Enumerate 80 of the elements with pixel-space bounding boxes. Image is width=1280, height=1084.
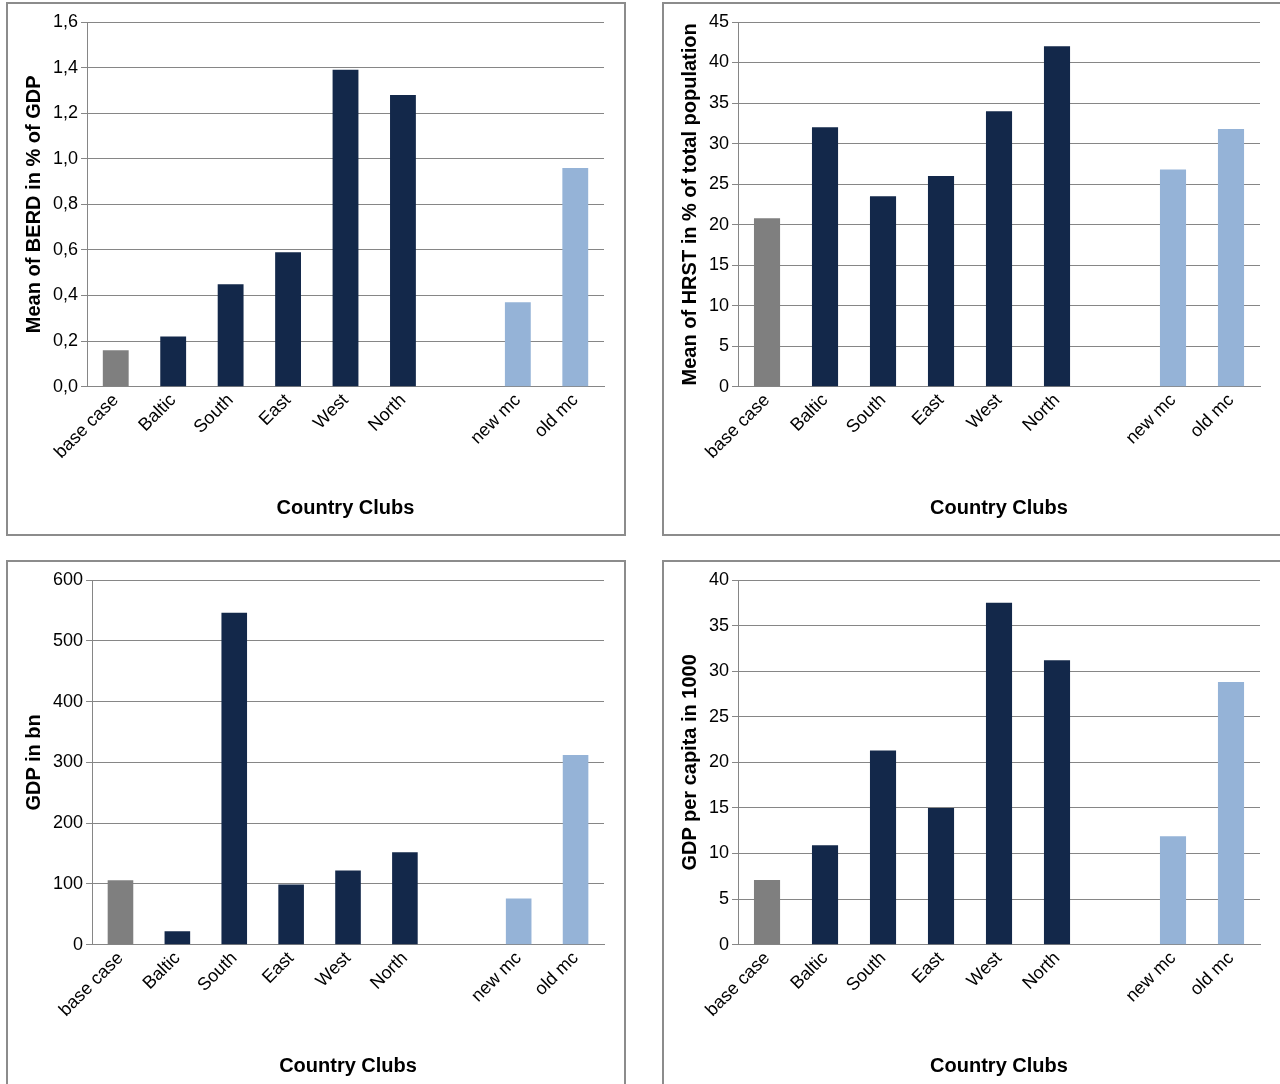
y-tick-label: 300: [52, 751, 84, 772]
y-tick-label: 0: [73, 933, 84, 954]
x-tick-label: new mc: [1121, 389, 1180, 448]
bar: [985, 111, 1013, 387]
bar: [985, 602, 1013, 945]
x-tick-label: old mc: [529, 389, 582, 442]
y-tick-label: 1,0: [52, 147, 79, 168]
bar: [1159, 169, 1187, 387]
bar: [1217, 682, 1245, 945]
bar: [390, 94, 416, 387]
bar: [335, 870, 361, 945]
y-tick-label: 5: [719, 888, 730, 909]
bar: [221, 612, 248, 945]
y-tick-label: 45: [708, 10, 730, 31]
y-tick-label: 5: [719, 335, 730, 356]
y-tick-label: 600: [52, 568, 84, 589]
y-tick-label: 0,2: [52, 330, 79, 351]
bar: [1043, 660, 1071, 945]
y-tick-label: 0: [719, 933, 730, 954]
y-tick-label: 100: [52, 872, 84, 893]
bar: [160, 336, 187, 387]
y-tick-label: 500: [52, 629, 84, 650]
bar: [869, 196, 897, 387]
y-tick-label: 15: [708, 796, 730, 817]
y-tick-label: 35: [708, 614, 730, 635]
bar: [562, 755, 589, 945]
bar: [332, 69, 359, 387]
x-tick-label: old mc: [1185, 389, 1238, 442]
bar: [275, 252, 301, 387]
y-axis-title: GDP in bn: [21, 714, 44, 811]
x-tick-label: new mc: [466, 389, 525, 448]
y-axis-title: GDP per capita in 1000: [677, 654, 700, 871]
y-tick-label: 0: [719, 375, 730, 396]
y-axis-title: Mean of BERD in % of GDP: [21, 75, 44, 334]
bar: [562, 167, 589, 387]
y-tick-label: 20: [708, 213, 730, 234]
y-tick-label: 400: [52, 690, 84, 711]
y-tick-label: 0,8: [52, 193, 79, 214]
bar: [504, 302, 531, 387]
bar: [217, 284, 244, 387]
y-tick-label: 20: [708, 751, 730, 772]
y-tick-label: 15: [708, 254, 730, 275]
bar: [811, 127, 839, 387]
x-axis-title: Country Clubs: [276, 495, 415, 518]
x-tick-label: new mc: [467, 947, 526, 1006]
bar: [278, 884, 304, 945]
x-axis-title: Country Clubs: [930, 495, 1068, 518]
bar: [392, 852, 418, 945]
x-axis-title: Country Clubs: [279, 1053, 417, 1076]
bar: [102, 350, 129, 387]
y-tick-label: 1,6: [52, 10, 79, 31]
bar: [164, 931, 191, 945]
y-tick-label: 30: [708, 132, 730, 153]
bar: [505, 898, 532, 945]
y-tick-label: 1,4: [52, 56, 79, 77]
bar: [1159, 836, 1187, 945]
bar: [927, 175, 955, 387]
y-axis-title: Mean of HRST in % of total population: [677, 23, 700, 386]
x-axis-title: Country Clubs: [930, 1053, 1068, 1076]
y-tick-label: 30: [708, 660, 730, 681]
y-tick-label: 25: [708, 705, 730, 726]
y-tick-label: 0,0: [52, 375, 79, 396]
bar: [1043, 46, 1071, 387]
bar: [869, 750, 897, 945]
y-tick-label: 35: [708, 92, 730, 113]
y-tick-label: 25: [708, 173, 730, 194]
x-tick-label: old mc: [1185, 947, 1238, 1000]
y-tick-label: 40: [708, 568, 730, 589]
bar: [927, 807, 955, 945]
bar: [811, 845, 839, 945]
x-tick-label: new mc: [1121, 947, 1180, 1006]
y-tick-label: 10: [708, 842, 730, 863]
y-tick-label: 0,4: [52, 284, 79, 305]
y-tick-label: 1,2: [52, 102, 79, 123]
bar: [1217, 128, 1245, 387]
y-tick-label: 200: [52, 812, 84, 833]
y-tick-label: 10: [708, 294, 730, 315]
x-tick-label: old mc: [530, 947, 582, 1000]
y-tick-label: 0,6: [52, 238, 79, 259]
y-tick-label: 40: [708, 51, 730, 72]
